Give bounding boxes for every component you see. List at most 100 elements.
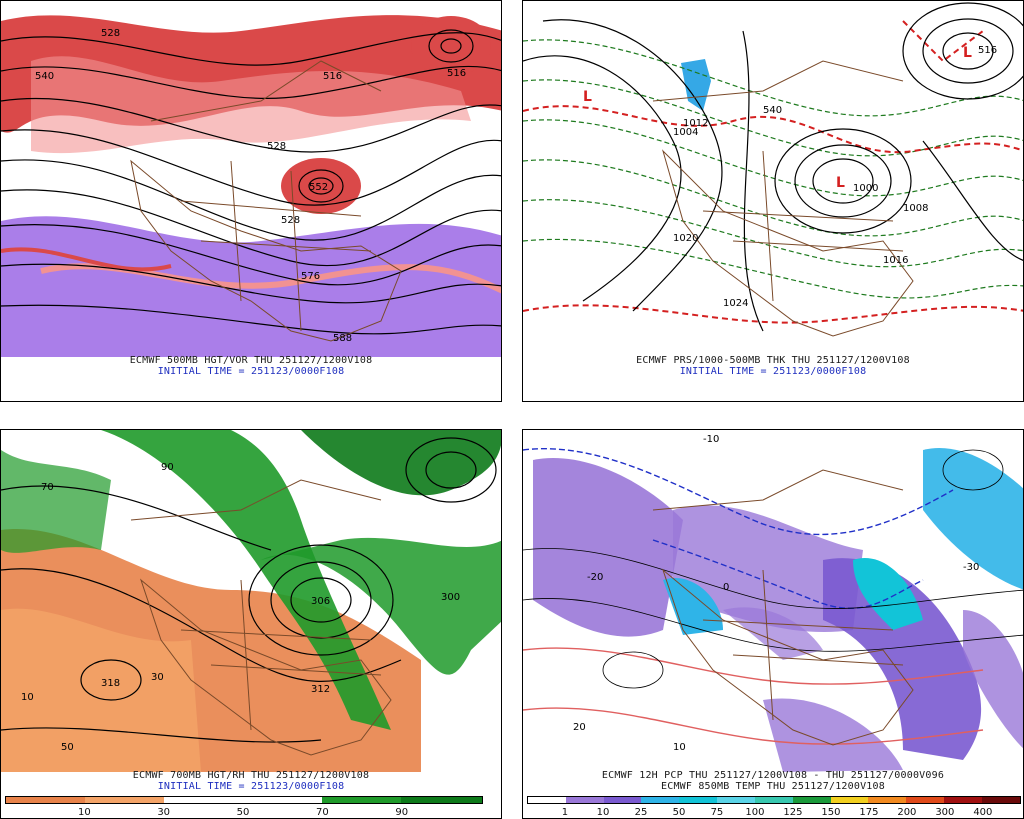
colorbar-label: 175 <box>859 807 879 818</box>
colorbar-label: 10 <box>596 807 610 818</box>
low-pressure-marker: L <box>836 175 845 191</box>
contour-label: 540 <box>763 105 782 116</box>
colorbar-swatch <box>944 797 982 803</box>
low-pressure-marker: L <box>963 45 972 61</box>
contour-label: 588 <box>333 333 352 344</box>
colorbar-label: 90 <box>395 807 409 818</box>
contour-label: 1004 <box>673 127 698 138</box>
contour-label: 528 <box>101 28 120 39</box>
colorbar-label: 200 <box>897 807 917 818</box>
map-500mb-vorticity: 528 540 516 516 528 552 528 576 588 <box>1 1 501 357</box>
colorbar-swatch <box>641 797 680 803</box>
contour-label: 1020 <box>673 233 698 244</box>
contour-label: -10 <box>703 434 719 445</box>
colorbar-label: 400 <box>973 807 993 818</box>
contour-label: 30 <box>151 672 164 683</box>
panel-precip-850temp: -10 -20 0 10 20 -30 ECMWF 12H PCP THU 25… <box>522 429 1024 819</box>
initial-time: INITIAL TIME = 251123/0000F108 <box>157 781 345 792</box>
contour-label: 20 <box>573 722 586 733</box>
political-borders <box>130 60 402 342</box>
contour-label: 576 <box>301 271 320 282</box>
colorbar-label: 50 <box>236 807 250 818</box>
colorbar-swatch <box>754 797 793 803</box>
thickness-warm <box>523 20 1023 324</box>
contour-label: 306 <box>311 596 330 607</box>
low-markers: L L L <box>583 45 972 191</box>
contour-labels: 1000 1004 1008 1012 1016 1020 1024 540 5… <box>673 45 997 309</box>
precip-fill <box>533 448 1023 772</box>
contour-label: 300 <box>441 592 460 603</box>
colorbar-swatch <box>6 797 86 803</box>
colorbar-swatch <box>830 797 869 803</box>
colorbar-swatch <box>164 797 244 803</box>
contour-label: -30 <box>963 562 979 573</box>
contour-label: -20 <box>587 572 603 583</box>
contour-label: 552 <box>309 182 328 193</box>
map-precip-850temp: -10 -20 0 10 20 -30 <box>523 430 1023 772</box>
colorbar-swatch <box>906 797 945 803</box>
panel-500mb-vorticity: 528 540 516 516 528 552 528 576 588 ECMW… <box>0 0 502 402</box>
contour-label: 1012 <box>683 118 708 129</box>
contour-labels: 528 540 516 516 528 552 528 576 588 <box>35 28 466 344</box>
colorbar-label: 300 <box>935 807 955 818</box>
colorbar-swatch <box>401 797 482 803</box>
contour-label: 318 <box>101 678 120 689</box>
panel-title: ECMWF 12H PCP THU 251127/1200V108 - THU … <box>601 770 945 781</box>
contour-label: 1016 <box>883 255 908 266</box>
colorbar-label: 1 <box>561 807 569 818</box>
colorbar-label: 70 <box>316 807 329 818</box>
contour-label: 10 <box>673 742 686 753</box>
low-pressure-marker: L <box>583 89 592 105</box>
contour-label: 1024 <box>723 298 748 309</box>
rh-colorbar <box>5 796 483 804</box>
colorbar-label: 10 <box>77 807 91 818</box>
contour-label: 1000 <box>853 183 878 194</box>
colorbar-swatch <box>868 797 907 803</box>
rh-colorbar-labels: 10 30 50 70 90 <box>5 807 483 818</box>
contour-label: 10 <box>21 692 34 703</box>
colorbar-swatch <box>679 797 718 803</box>
contour-label: 90 <box>161 462 174 473</box>
panel-700mb-rh: 10 30 50 70 90 300 306 318 312 ECMWF 700… <box>0 429 502 819</box>
temp-contours <box>523 449 1023 689</box>
panel-title: ECMWF PRS/1000-500MB THK THU 251127/1200… <box>636 355 910 366</box>
precip-colorbar-labels: 1 10 25 50 75 100 125 150 175 200 300 40… <box>527 807 1021 818</box>
contour-label: 1008 <box>903 203 928 214</box>
contour-labels: 10 30 50 70 90 300 306 318 312 <box>21 462 460 753</box>
colorbar-swatch <box>85 797 165 803</box>
colorbar-label: 50 <box>672 807 686 818</box>
colorbar-swatch <box>322 797 402 803</box>
colorbar-label: 150 <box>821 807 841 818</box>
panel-title: ECMWF 700MB HGT/RH THU 251127/1200V108 <box>132 770 370 781</box>
colorbar-swatch <box>792 797 831 803</box>
contour-label: 516 <box>978 45 997 56</box>
colorbar-swatch <box>565 797 604 803</box>
colorbar-swatch <box>243 797 323 803</box>
colorbar-label: 25 <box>634 807 648 818</box>
contour-labels: -10 -20 0 10 20 -30 <box>573 434 979 753</box>
map-pressure-thickness: L L L 1000 1004 1008 1012 1016 1020 1024… <box>523 1 1023 357</box>
map-700mb-rh: 10 30 50 70 90 300 306 318 312 <box>1 430 501 772</box>
contour-label: 516 <box>323 71 342 82</box>
height-contours <box>1 29 501 335</box>
contour-label: 516 <box>447 68 466 79</box>
contour-label: 0 <box>723 582 729 593</box>
initial-time: INITIAL TIME = 251123/0000F108 <box>157 366 345 377</box>
panel-title: ECMWF 500MB HGT/VOR THU 251127/1200V108 <box>129 355 373 366</box>
initial-time: INITIAL TIME = 251123/0000F108 <box>679 366 867 377</box>
colorbar-swatch <box>528 797 566 803</box>
colorbar-swatch <box>603 797 642 803</box>
political-borders <box>130 479 392 756</box>
contour-label: 540 <box>35 71 54 82</box>
contour-label: 528 <box>267 141 286 152</box>
colorbar-label: 100 <box>745 807 765 818</box>
political-borders <box>652 60 914 337</box>
contour-label: 70 <box>41 482 54 493</box>
precip-colorbar <box>527 796 1021 804</box>
political-borders <box>652 469 914 746</box>
contour-label: 528 <box>281 215 300 226</box>
panel-pressure-thickness: L L L 1000 1004 1008 1012 1016 1020 1024… <box>522 0 1024 402</box>
contour-label: 50 <box>61 742 74 753</box>
colorbar-swatch <box>981 797 1020 803</box>
panel-subtitle: ECMWF 850MB TEMP THU 251127/1200V108 <box>661 781 885 792</box>
